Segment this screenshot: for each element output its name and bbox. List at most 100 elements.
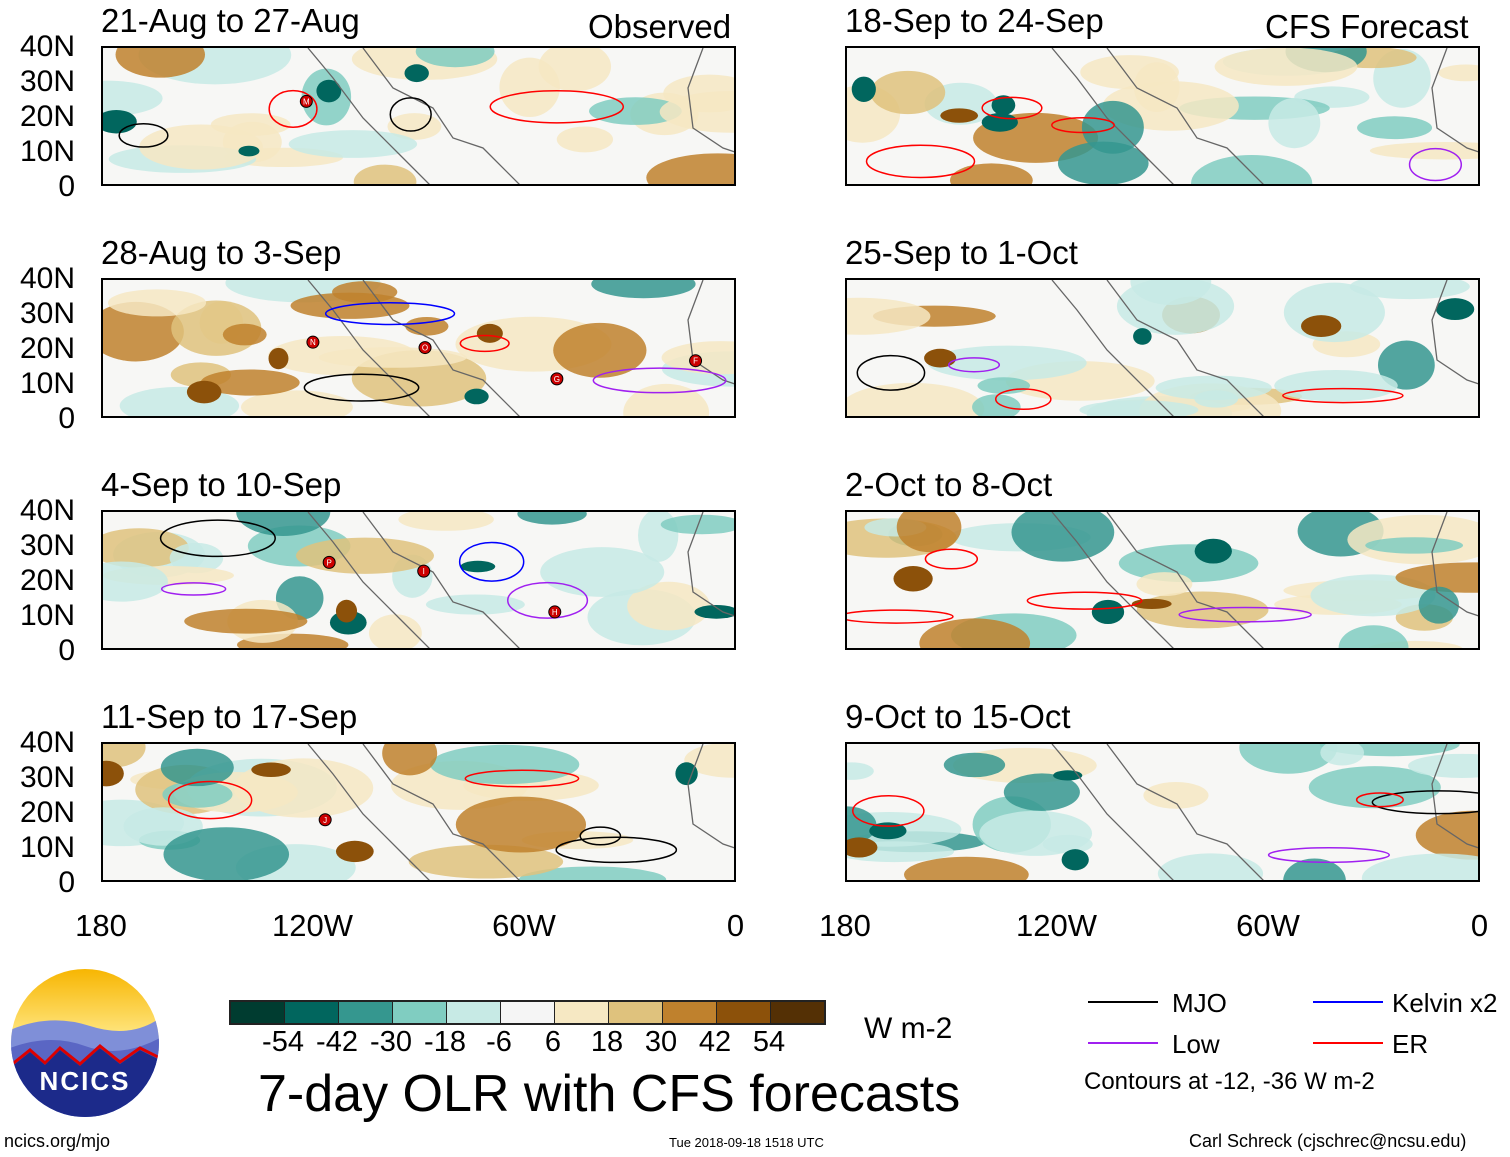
colorbar-swatch	[609, 1002, 663, 1023]
olr-anomaly	[1361, 853, 1478, 880]
olr-anomaly	[169, 542, 224, 574]
olr-anomaly	[943, 752, 1006, 778]
y-axis-label: 10N	[19, 367, 75, 400]
olr-anomaly	[430, 744, 580, 785]
colorbar-swatch	[501, 1002, 555, 1023]
svg-text:I: I	[423, 567, 425, 576]
mjo-contour	[118, 123, 169, 148]
mjo-contour	[1371, 790, 1478, 815]
olr-anomaly	[408, 844, 564, 879]
olr-anomaly	[949, 163, 1033, 184]
storm-marker: P	[322, 555, 336, 569]
low-contour	[1408, 147, 1463, 182]
y-axis-label: 30N	[19, 65, 75, 98]
colorbar	[229, 1000, 826, 1025]
low-contour	[947, 357, 1001, 373]
contour-note: Contours at -12, -36 W m-2	[1084, 1068, 1375, 1095]
olr-anomaly	[553, 322, 647, 378]
er-contour	[459, 334, 510, 353]
olr-anomaly	[1155, 375, 1272, 400]
olr-anomaly	[1438, 64, 1478, 82]
legend-low-line	[1088, 1042, 1158, 1044]
footer-url[interactable]: ncics.org/mjo	[4, 1131, 111, 1151]
colorbar-tick: 30	[644, 1026, 678, 1058]
olr-map-panel	[845, 510, 1480, 650]
olr-anomaly	[538, 48, 612, 92]
olr-anomaly	[972, 394, 1021, 416]
legend-mjo-label: MJO	[1172, 988, 1227, 1018]
mjo-contour	[555, 836, 678, 864]
olr-anomaly	[1320, 744, 1365, 766]
olr-map-panel	[845, 46, 1480, 186]
colorbar-tick: -18	[424, 1026, 466, 1058]
panel-title: 11-Sep to 17-Sep	[101, 698, 358, 735]
olr-anomaly	[1395, 562, 1478, 593]
coastline	[307, 512, 734, 648]
olr-anomaly	[115, 48, 205, 78]
x-axis-label: 60W	[492, 908, 556, 943]
y-axis-label: 40N	[19, 494, 75, 527]
olr-anomaly	[1349, 280, 1470, 300]
storm-marker: J	[318, 813, 332, 827]
olr-anomaly	[1157, 853, 1264, 880]
olr-anomaly	[163, 827, 290, 880]
olr-anomaly	[236, 512, 331, 536]
olr-anomaly	[1191, 154, 1313, 184]
olr-anomaly	[103, 561, 168, 602]
storm-marker: F	[689, 354, 703, 368]
olr-anomaly	[1283, 858, 1346, 880]
colorbar-swatch	[663, 1002, 717, 1023]
kelvin-contour	[458, 541, 525, 582]
olr-anomaly	[368, 614, 422, 648]
y-axis-label: 20N	[19, 796, 75, 829]
svg-text:J: J	[323, 816, 327, 825]
olr-anomaly	[288, 130, 418, 158]
x-axis-label: 0	[726, 908, 745, 943]
storm-marker: G	[550, 372, 564, 386]
colorbar-tick: -30	[370, 1026, 412, 1058]
panel-title: 18-Sep to 24-Sep	[845, 2, 1104, 39]
storm-marker: O	[418, 341, 432, 355]
y-axis-label: 20N	[19, 332, 75, 365]
footer-author: Carl Schreck (cjschrec@ncsu.edu)	[1189, 1131, 1467, 1151]
er-contour	[981, 96, 1043, 120]
panel-title: 25-Sep to 1-Oct	[845, 234, 1078, 271]
x-axis-label: 120W	[1016, 908, 1097, 943]
y-axis-label: 10N	[19, 135, 75, 168]
olr-anomaly	[1194, 390, 1239, 408]
olr-anomaly	[103, 301, 184, 362]
y-axis-label: 40N	[19, 726, 75, 759]
colorbar-swatch	[771, 1002, 824, 1023]
olr-anomaly	[332, 281, 398, 304]
olr-map-panel	[845, 278, 1480, 418]
olr-anomaly	[1338, 625, 1409, 648]
olr-anomaly	[1214, 48, 1358, 86]
olr-anomaly	[1310, 574, 1436, 617]
y-axis-label: 40N	[19, 262, 75, 295]
olr-anomaly	[896, 512, 962, 553]
olr-anomaly	[1415, 810, 1478, 860]
olr-map-panel	[845, 742, 1480, 882]
olr-anomaly	[318, 347, 467, 368]
kelvin-contour	[324, 302, 456, 326]
y-axis-label: 10N	[19, 599, 75, 632]
mjo-contour	[856, 354, 926, 391]
olr-anomaly	[1274, 369, 1398, 402]
x-axis-label: 180	[75, 908, 127, 943]
olr-anomaly	[103, 528, 189, 568]
storm-marker: N	[306, 335, 320, 349]
er-contour	[995, 388, 1052, 410]
olr-anomaly	[387, 113, 442, 140]
svg-text:H: H	[552, 608, 558, 617]
mjo-contour	[159, 519, 276, 558]
olr-anomaly	[1377, 340, 1435, 390]
panel-title: 2-Oct to 8-Oct	[845, 466, 1053, 503]
y-axis-label: 0	[58, 634, 75, 667]
olr-anomaly	[353, 164, 417, 184]
olr-anomaly	[540, 547, 665, 597]
er-contour	[167, 780, 253, 820]
panel-title: 9-Oct to 15-Oct	[845, 698, 1071, 735]
olr-anomaly	[1239, 744, 1338, 774]
y-axis-label: 30N	[19, 297, 75, 330]
olr-anomaly	[425, 594, 525, 615]
